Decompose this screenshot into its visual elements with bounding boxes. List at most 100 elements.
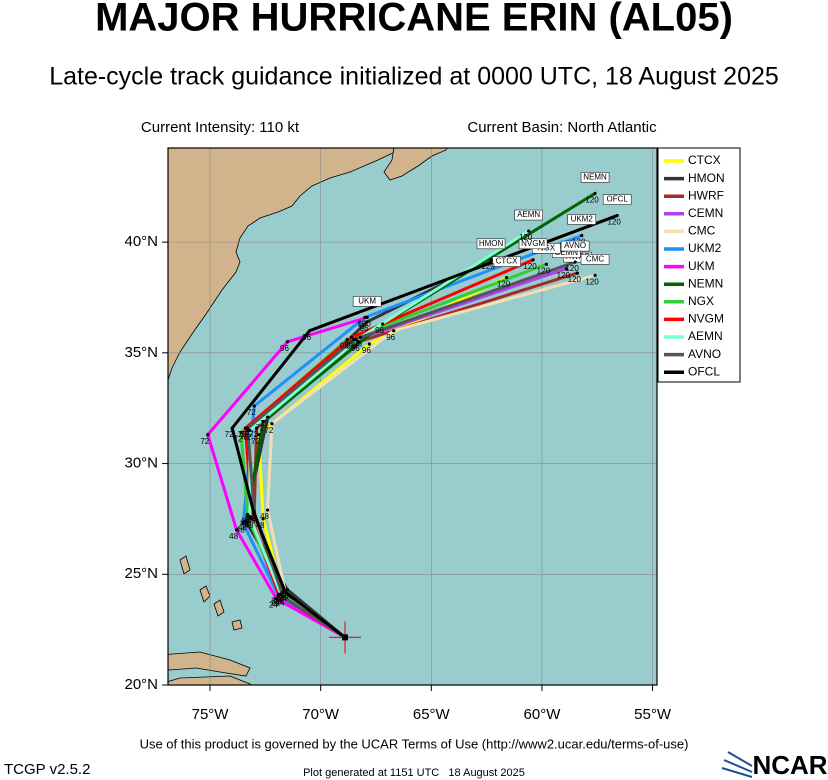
track-point: [277, 592, 281, 596]
title: MAJOR HURRICANE ERIN (AL05): [95, 0, 733, 40]
initial-position: [342, 634, 349, 641]
hour-label: 96: [302, 333, 311, 342]
track-point: [354, 337, 358, 342]
y-tick-label: 35°N: [124, 344, 158, 361]
hour-label: 72: [260, 419, 269, 428]
island: [179, 555, 191, 575]
legend-label: CMC: [688, 224, 716, 238]
track-point: [285, 340, 290, 344]
hour-label: 24: [278, 594, 287, 603]
end-label: CMC: [586, 254, 604, 263]
end-label-box: [580, 254, 610, 265]
hour-label: 120: [481, 262, 495, 271]
hour-label: 96: [357, 320, 366, 329]
track-point: [252, 510, 256, 514]
hour-label: 72: [242, 432, 251, 441]
end-label-box: [580, 172, 610, 183]
track-point: [363, 315, 367, 320]
hour-label: 48: [240, 519, 249, 528]
hour-label: 120: [585, 277, 599, 286]
hour-label: 72: [247, 408, 256, 417]
track-point: [392, 329, 396, 333]
hour-label: 24: [276, 599, 285, 608]
hour-label: 96: [360, 324, 369, 333]
hour-label: 120: [557, 271, 571, 280]
track-point: [239, 430, 243, 435]
track-point: [252, 512, 256, 517]
legend-label: AEMN: [688, 329, 723, 343]
hour-label: 24: [273, 596, 282, 605]
end-label: NEMN: [583, 173, 607, 182]
y-tick-label: 40°N: [124, 233, 158, 250]
hour-label: 96: [375, 326, 384, 335]
hour-label: 96: [344, 339, 353, 348]
track-point: [234, 528, 239, 532]
track-point: [248, 428, 252, 432]
y-tick-label: 25°N: [124, 565, 158, 582]
track-point: [246, 515, 250, 519]
end-label-box: [514, 209, 543, 221]
x-tick-label: 55°W: [634, 706, 672, 723]
end-label-box: [492, 256, 521, 267]
hour-label: 48: [242, 519, 251, 528]
track-point: [345, 337, 349, 342]
end-label: UKM: [358, 297, 376, 306]
track-point: [279, 592, 283, 596]
hour-label: 72: [200, 437, 209, 446]
hour-label: 120: [585, 196, 599, 205]
track-point: [365, 315, 369, 320]
track-point: [274, 597, 279, 601]
terms: Use of this product is governed by the U…: [140, 736, 689, 751]
hour-label: 96: [351, 344, 360, 353]
end-label: CEMN: [554, 248, 578, 257]
hour-label: 96: [362, 346, 371, 355]
hour-label: 120: [357, 320, 371, 329]
track-point: [352, 337, 356, 342]
legend-label: CEMN: [688, 206, 723, 220]
track-point: [270, 422, 274, 426]
legend-label: CTCX: [688, 153, 721, 167]
track-point: [261, 517, 265, 521]
logo: NCAR: [752, 750, 827, 780]
hour-label: 48: [245, 521, 254, 530]
track-point: [252, 404, 256, 408]
end-label: CTCX: [496, 257, 518, 266]
x-tick-label: 70°W: [302, 706, 340, 723]
track-point: [281, 594, 285, 599]
hour-label: 24: [278, 594, 287, 603]
track-point: [564, 267, 568, 271]
land: [168, 675, 252, 685]
hour-label: 120: [519, 233, 533, 242]
track-point: [544, 262, 548, 266]
hour-label: 24: [271, 599, 280, 608]
track-point: [527, 229, 531, 233]
track-start: [284, 590, 346, 639]
hour-label: 96: [340, 342, 349, 351]
end-label-box: [476, 238, 506, 250]
track-point: [261, 419, 265, 424]
land: [168, 651, 251, 677]
hour-label: 72: [225, 430, 234, 439]
track-point: [593, 273, 597, 277]
hour-label: 48: [240, 517, 249, 526]
track-point: [257, 433, 261, 437]
track-point: [367, 342, 371, 346]
hour-label: 48: [256, 521, 265, 530]
hour-label: 72: [265, 426, 274, 435]
track-point: [308, 329, 312, 333]
island: [231, 619, 243, 631]
x-tick-label: 75°W: [192, 706, 230, 723]
track-point: [230, 426, 234, 430]
end-label: AEMN: [517, 210, 540, 219]
hour-label: 48: [260, 512, 269, 521]
intensity: Current Intensity: 110 kt: [141, 119, 300, 136]
track-point: [243, 519, 248, 523]
version: TCGP v2.5.2: [4, 761, 90, 778]
legend-label: NGX: [688, 294, 714, 308]
hour-label: 24: [273, 596, 282, 605]
track-point: [246, 426, 250, 430]
legend-label: HWRF: [688, 188, 724, 202]
tracks: 24487296120CTCX24487296120HMON2448729612…: [200, 172, 632, 639]
track-point: [593, 191, 597, 195]
